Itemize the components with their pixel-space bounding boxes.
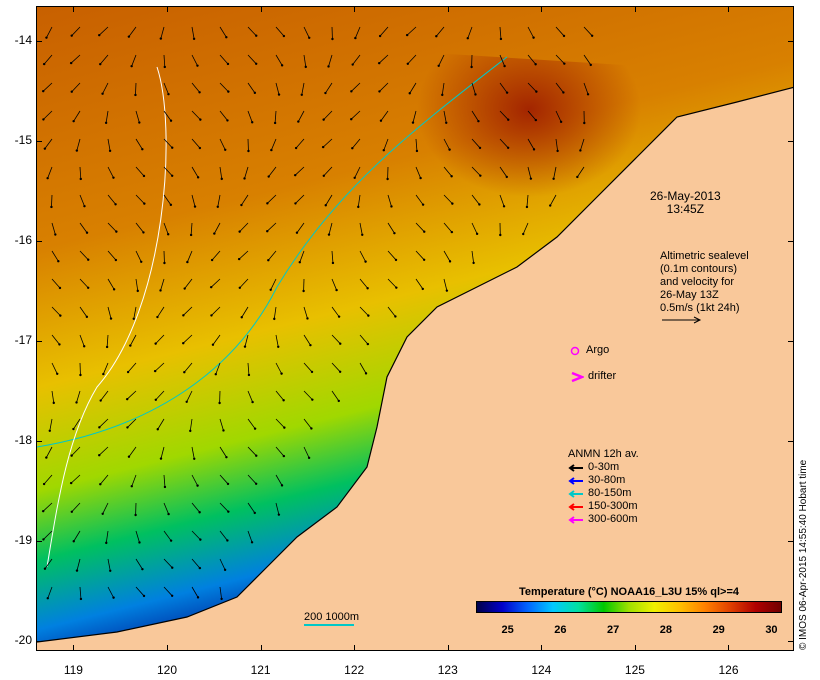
lon-tick-label: 123 [437,663,458,677]
drifter-legend: drifter [570,370,616,383]
lon-tick-mark [354,6,356,12]
lat-tick-mark [788,541,794,542]
lon-tick-mark [634,6,636,12]
drifter-label: drifter [588,370,617,382]
colorbar-tick: 27 [607,624,620,636]
altimetry-note: Altimetric sealevel (0.1m contours) and … [660,250,749,329]
lon-tick-label: 124 [531,663,552,677]
anmn-label: 0-30m [588,461,620,473]
coastline [37,86,793,643]
date-text: 26-May-2013 [650,189,721,203]
lat-tick-mark [36,241,42,242]
lon-tick-label: 120 [156,663,178,677]
arrow-left-icon [568,489,583,498]
lon-tick-label: 125 [624,663,645,677]
arrow-left-icon [568,476,583,485]
lon-tick-mark [447,645,449,651]
alt-line-1: Altimetric sealevel [660,250,749,262]
lon-tick-label: 119 [63,663,83,677]
sst-map [36,6,794,651]
credit-text: © IMOS 06-Apr-2015 14:55:40 Hobart time [798,459,809,650]
colorbar-tick: 25 [501,624,514,636]
lon-tick-mark [167,6,168,12]
lon-tick-label: 122 [344,663,365,677]
arrow-left-icon [568,463,583,472]
lat-tick-mark [36,341,42,342]
colorbar-title: Temperature (°C) NOAA16_L3U 15% ql>=4 [519,586,739,598]
lat-tick-mark [788,41,794,42]
lon-tick-mark [634,645,636,651]
colorbar-tick: 28 [659,624,673,636]
lat-tick-mark [36,541,42,542]
lon-tick-mark [73,645,75,651]
anmn-item: 80-150m [568,487,639,500]
anmn-item: 30-80m [568,474,639,487]
alt-line-4: 26-May 13Z [660,289,719,301]
lat-tick-mark [788,141,794,142]
lat-tick-mark [788,441,794,442]
anmn-label: 30-80m [588,474,626,486]
scale-label: 200 1000m [304,611,360,623]
lat-tick-label: -18 [14,433,32,447]
circle-icon [570,346,580,355]
lat-tick-mark [36,141,42,142]
lon-tick-label: 121 [250,663,271,677]
colorbar-tick: 29 [712,624,725,636]
lon-tick-mark [354,645,356,651]
lon-tick-mark [73,6,75,12]
anmn-title: ANMN 12h av. [568,448,639,460]
lon-tick-mark [167,645,168,651]
temperature-colorbar [476,601,782,613]
lon-tick-mark [260,6,262,12]
date-time-label: 26-May-2013 13:45Z [650,190,721,216]
lat-tick-mark [36,41,42,42]
anmn-legend: ANMN 12h av. 0-30m 30-80m 80-150m 150-300m 3… [568,448,639,526]
lat-tick-label: -20 [14,633,32,647]
anmn-label: 80-150m [588,487,632,499]
lat-tick-label: -16 [14,233,32,247]
alt-line-5: 0.5m/s (1kt 24h) [660,302,740,314]
velocity-vectors [41,26,594,601]
lat-tick-mark [788,341,794,342]
colorbar-tick: 26 [554,624,567,636]
lon-tick-mark [541,6,543,12]
lon-tick-label: 126 [718,663,739,677]
lon-tick-mark [728,645,730,651]
lat-tick-mark [788,241,794,242]
lon-tick-mark [541,645,543,651]
lon-tick-mark [260,645,262,651]
depth-contour-1000 [46,66,167,568]
lat-tick-mark [788,641,794,642]
alt-line-2: (0.1m contours) [660,263,738,275]
chevron-right-icon [571,371,584,382]
anmn-item: 150-300m [568,500,639,513]
argo-legend: Argo [570,344,609,357]
lon-tick-mark [447,6,449,12]
velocity-scale-arrow [662,316,702,324]
warm-core [337,47,657,297]
anmn-label: 300-600m [588,513,638,525]
arrow-left-icon [568,502,583,511]
depth-contour-200 [37,56,508,448]
lon-tick-mark [728,6,730,12]
time-text: 13:45Z [666,202,705,216]
lat-tick-label: -15 [14,133,32,147]
lat-tick-label: -14 [14,33,32,47]
colorbar-tick: 30 [765,624,778,636]
arrow-left-icon [568,515,583,524]
lat-tick-label: -19 [14,533,32,547]
scale-line [304,624,354,626]
map-canvas [37,7,793,643]
anmn-label: 150-300m [588,500,638,512]
argo-label: Argo [586,344,610,356]
lat-tick-label: -17 [14,333,32,347]
anmn-item: 0-30m [568,461,639,474]
lat-tick-mark [36,441,42,442]
alt-line-3: and velocity for [660,276,734,288]
anmn-item: 300-600m [568,513,639,526]
lat-tick-mark [36,641,42,642]
